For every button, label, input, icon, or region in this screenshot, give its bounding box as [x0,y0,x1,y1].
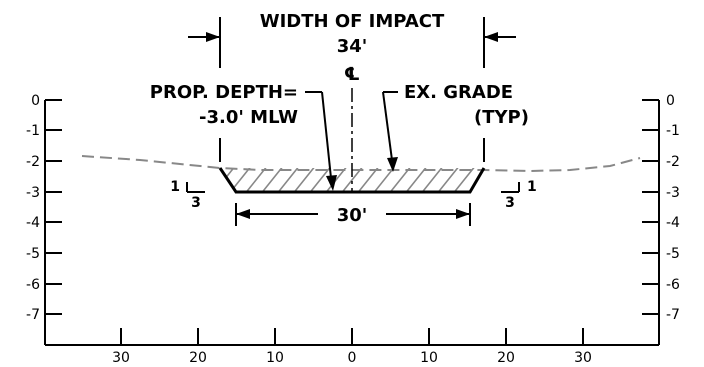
prop-depth-leader-arrow [326,175,337,191]
right-tick-label: -5 [666,246,680,262]
ex-grade-typ-label: (TYP) [474,107,529,128]
ex-grade-leader [382,91,398,161]
left-tick-label: -6 [26,277,40,293]
bottom-tick-label: 30 [112,350,130,366]
right-dimension-arrow [484,32,498,42]
prop-depth-leader [305,91,332,179]
prop-depth-label: PROP. DEPTH= [150,82,298,103]
bottom-width-left-arrow [236,209,250,219]
left-tick-label: -5 [26,246,40,262]
bottom-distance-scale [45,328,659,346]
left-slope-run: 3 [191,195,201,211]
proposed-channel-section [218,167,486,194]
bottom-tick-label: 10 [420,350,438,366]
left-tick-label: -3 [26,185,40,201]
width-of-impact-value: 34' [337,36,368,57]
left-tick-labels: 0 -1 -2 -3 -4 -5 -6 -7 [26,93,40,323]
left-tick-label: -7 [26,307,40,323]
ex-grade-label: EX. GRADE [404,82,513,103]
right-slope-rise: 1 [527,179,537,195]
right-tick-label: -4 [666,215,680,231]
left-depth-scale [44,99,62,345]
right-tick-label: 0 [666,93,675,109]
left-dimension-arrow [206,32,220,42]
bottom-tick-labels: 30 20 10 0 10 20 30 [112,350,592,366]
right-tick-labels: 0 -1 -2 -3 -4 -5 -6 -7 [666,93,680,323]
bottom-tick-label: 20 [189,350,207,366]
left-tick-label: -1 [26,123,40,139]
bottom-tick-label: 10 [266,350,284,366]
right-slope-run: 3 [505,195,515,211]
left-slope-indicator [186,182,205,193]
left-tick-label: -2 [26,154,40,170]
right-tick-label: -3 [666,185,680,201]
right-tick-label: -7 [666,307,680,323]
right-tick-label: -1 [666,123,680,139]
right-tick-label: -6 [666,277,680,293]
existing-grade-line [81,155,641,173]
bottom-width-right-arrow [456,209,470,219]
right-tick-label: -2 [666,154,680,170]
left-tick-label: 0 [31,93,40,109]
bottom-tick-label: 20 [497,350,515,366]
left-tick-label: -4 [26,215,40,231]
right-depth-scale [642,99,660,345]
centerline-symbol: ℄ [344,64,360,85]
ex-grade-leader-arrow [387,157,398,172]
bottom-tick-label: 30 [574,350,592,366]
width-of-impact-label: WIDTH OF IMPACT [260,11,445,32]
prop-depth-value: -3.0' MLW [199,107,298,128]
left-slope-rise: 1 [170,179,180,195]
bottom-width-label: 30' [337,205,368,226]
right-slope-indicator [501,182,520,193]
bottom-tick-label: 0 [348,350,357,366]
